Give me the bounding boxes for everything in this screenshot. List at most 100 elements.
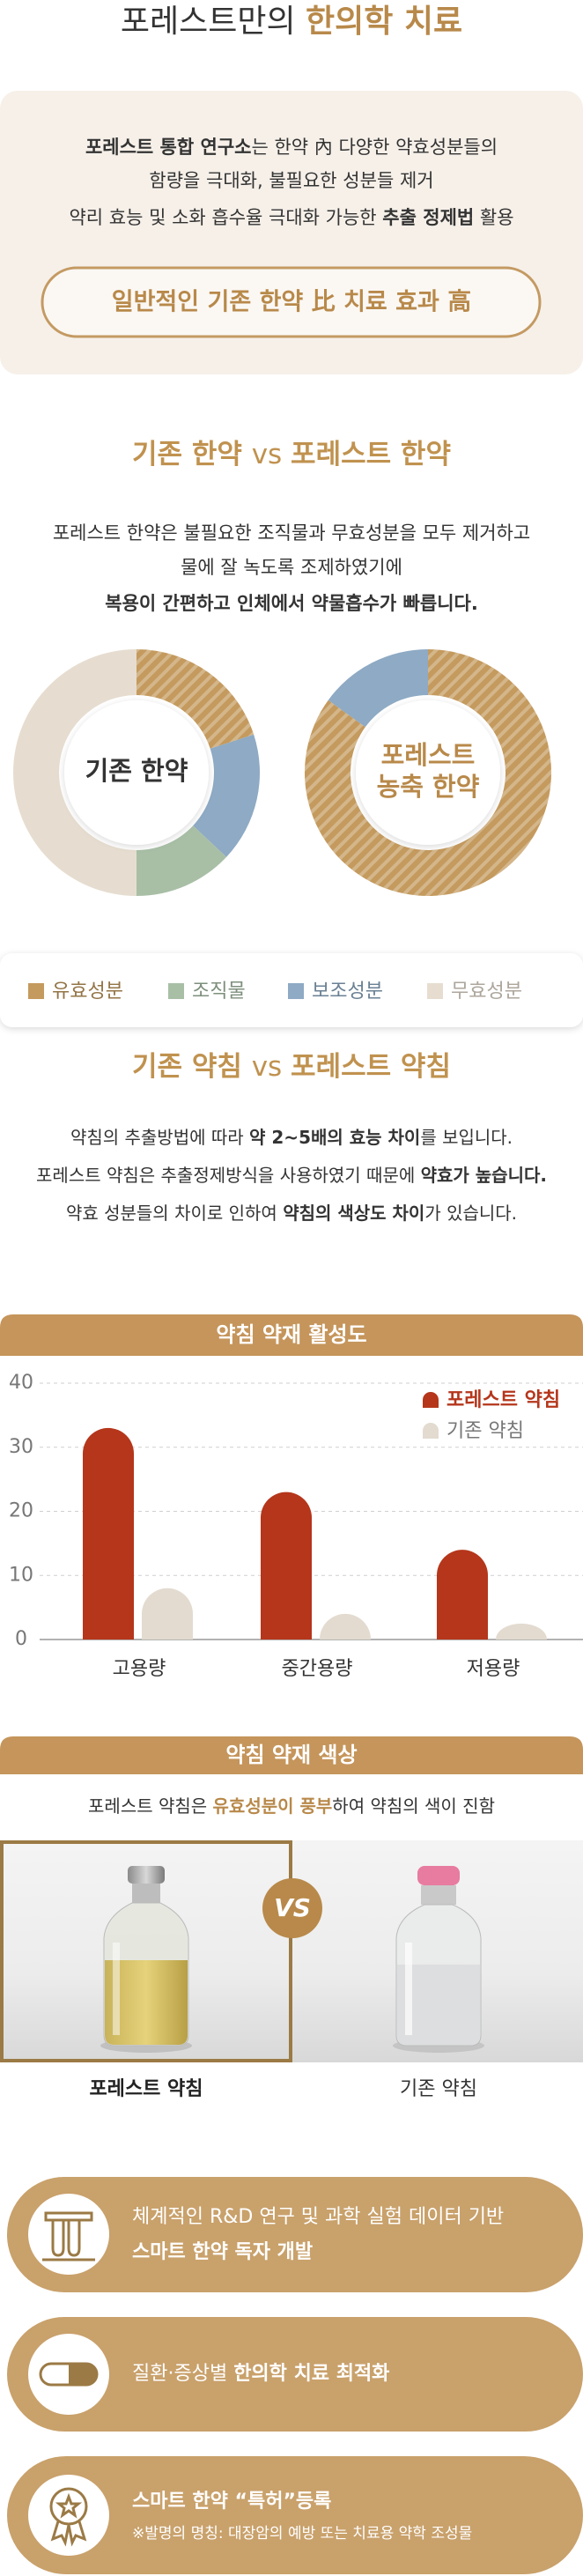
highlight-button [41, 266, 542, 338]
highlight-text: 일반적인 기존 한약 比 치료 효과 高 [112, 289, 471, 316]
x-tick-label: 중간용량 [282, 1658, 353, 1680]
donut-slice-hatch [305, 649, 551, 896]
feature-pill [7, 2317, 583, 2432]
paragraph-line: 약침의 추출방법에 따라 약 2~5배의 효능 차이를 보입니다. [70, 1127, 513, 1148]
text-segment: 추출 정제법 [382, 207, 474, 228]
feature-icon [28, 2475, 109, 2556]
bar [142, 1588, 193, 1640]
feature-icon [39, 2362, 99, 2387]
bar [261, 1492, 312, 1640]
text-segment: vs [252, 439, 291, 470]
vs-text: VS [274, 1893, 311, 1922]
legend-label: 무효성분 [451, 981, 522, 1003]
vs-badge [262, 1878, 322, 1938]
feature-pill [7, 2177, 583, 2292]
legend: 유효성분 조직물 보조성분 무효성분 [28, 981, 522, 1003]
donut-slice [137, 825, 227, 896]
text-segment: 를 보입니다. [420, 1127, 513, 1148]
bar [83, 1427, 134, 1640]
text-segment: 포레스트만의 [121, 4, 306, 40]
text-segment: 약효 성분들의 차이로 인하여 [66, 1203, 283, 1224]
photo-label: 포레스트 약침 [89, 2078, 203, 2100]
text-segment: 포레스트 약침 [291, 1051, 451, 1083]
y-tick-label: 30 [9, 1436, 33, 1458]
feature-icon [49, 2487, 88, 2547]
feature-text: 스마트 한약 독자 개발 [132, 2241, 313, 2263]
legend-marker [423, 1392, 439, 1408]
text-segment: 가 있습니다. [424, 1203, 517, 1224]
text-segment: vs [252, 1051, 291, 1083]
feature-text: 체계적인 R&D 연구 및 과학 실험 데이터 기반 [132, 2206, 504, 2228]
legend-label: 보조성분 [312, 981, 383, 1003]
donut-label: 포레스트 [381, 740, 476, 770]
intro-line: 약리 효능 및 소화 흡수율 극대화 가능한 추출 정제법 활용 [69, 207, 513, 228]
y-tick-label: 10 [9, 1564, 33, 1586]
intro-line: 포레스트 통합 연구소는 한약 內 다양한 약효성분들의 [85, 137, 498, 158]
donut-center [64, 700, 209, 845]
legend-label: 조직물 [192, 981, 246, 1003]
feature-pill [7, 2456, 583, 2574]
legend-label: 기존 약침 [446, 1420, 524, 1442]
feature-text: 스마트 한약 “특허”등록 [132, 2491, 331, 2513]
chart-header [0, 1314, 583, 1356]
y-tick-label: 20 [9, 1500, 33, 1522]
text-segment: 유효성분이 풍부 [213, 1795, 333, 1817]
bar [496, 1623, 547, 1640]
text-segment: 약효가 높습니다. [421, 1165, 547, 1186]
x-tick-label: 고용량 [113, 1658, 166, 1680]
text-segment: 약침의 색상도 차이 [283, 1203, 424, 1224]
text-segment: 기존 한약 [132, 439, 252, 470]
text-segment: ※발명의 명칭: 대장암의 예방 또는 치료용 약학 조성물 [132, 2525, 472, 2543]
text-segment: 한의학 치료 [306, 4, 462, 40]
text-segment: 질환·증상별 [132, 2363, 233, 2385]
photo-frame [0, 1840, 292, 2062]
x-tick-label: 저용량 [467, 1658, 520, 1680]
legend-marker [427, 983, 443, 999]
section-band [0, 1736, 583, 1774]
text-segment: 함량을 극대화, 불필요한 성분들 제거 [149, 170, 433, 191]
text-segment: 스마트 한약 “특허”등록 [132, 2491, 331, 2513]
feature-text: ※발명의 명칭: 대장암의 예방 또는 치료용 약학 조성물 [132, 2525, 472, 2543]
page-title: 포레스트만의 한의학 치료 [121, 4, 462, 40]
legend-label: 포레스트 약침 [446, 1389, 560, 1411]
paragraph-line: 복용이 간편하고 인체에서 약물흡수가 빠릅니다. [105, 593, 478, 614]
text-segment: 복용이 간편하고 인체에서 약물흡수가 빠릅니다. [105, 593, 478, 614]
donut-center [356, 700, 500, 845]
feature-text: 질환·증상별 한의학 치료 최적화 [132, 2363, 389, 2385]
bar [437, 1550, 488, 1640]
text-segment: 포레스트 약침은 추출정제방식을 사용하였기 때문에 [36, 1165, 421, 1186]
text-segment: 약침의 추출방법에 따라 [70, 1127, 249, 1148]
text-segment: 한의학 치료 최적화 [233, 2363, 389, 2385]
paragraph-line: 포레스트 한약은 불필요한 조직물과 무효성분을 모두 제거하고 [53, 522, 530, 544]
text-segment: 스마트 한약 독자 개발 [132, 2241, 313, 2263]
vial-image [100, 1866, 192, 2053]
legend-marker [288, 983, 304, 999]
paragraph-line: 포레스트 약침은 유효성분이 풍부하여 약침의 색이 진함 [88, 1795, 495, 1817]
text-segment: 하여 약침의 색이 진함 [332, 1795, 495, 1817]
photo-label: 기존 약침 [400, 2078, 477, 2100]
bar [320, 1613, 371, 1640]
text-segment: 약 2~5배의 효능 차이 [249, 1127, 420, 1148]
text-segment: 포레스트 한약 [291, 439, 451, 470]
legend-marker [423, 1423, 439, 1439]
donut-slice-hatch [137, 649, 255, 749]
y-tick-label: 40 [9, 1372, 33, 1394]
paragraph-line: 약효 성분들의 차이로 인하여 약침의 색상도 차이가 있습니다. [66, 1203, 517, 1224]
section-band-title: 약침 약재 색상 [225, 1743, 357, 1767]
text-segment: 기존 약침 [132, 1051, 252, 1083]
section-heading: 기존 약침 vs 포레스트 약침 [132, 1051, 451, 1083]
text-segment: 약리 효능 및 소화 흡수율 극대화 가능한 [69, 207, 382, 228]
text-segment: 체계적인 R&D 연구 및 과학 실험 데이터 기반 [132, 2206, 504, 2228]
feature-icon [42, 2211, 95, 2261]
donut-slice [13, 649, 137, 896]
intro-line: 함량을 극대화, 불필요한 성분들 제거 [149, 170, 433, 191]
donut-label: 기존 한약 [85, 756, 188, 786]
legend-marker [168, 983, 184, 999]
donut-label: 농축 한약 [377, 772, 480, 802]
text-segment: 활용 [474, 207, 513, 228]
legend-marker [28, 983, 44, 999]
vial-image [393, 1866, 484, 2053]
